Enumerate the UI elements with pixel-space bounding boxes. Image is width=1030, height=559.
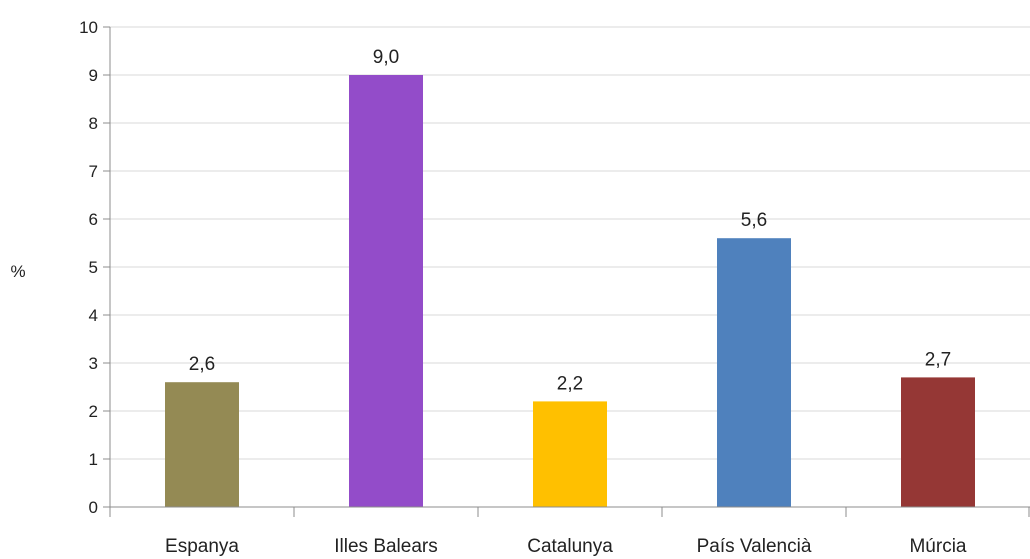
data-label: 2,6 xyxy=(189,354,215,375)
y-axis-title: % xyxy=(10,262,25,281)
data-label: 9,0 xyxy=(373,47,399,68)
y-tick-label: 8 xyxy=(89,114,98,133)
y-tick-labels: 0 1 2 3 4 5 6 7 8 9 10 xyxy=(79,18,98,517)
gridlines xyxy=(110,26,1030,460)
bar xyxy=(349,75,423,507)
bar xyxy=(901,377,975,507)
x-category-label: País Valencià xyxy=(697,536,812,557)
y-tick-label: 3 xyxy=(89,354,98,373)
data-label: 2,2 xyxy=(557,373,583,394)
data-label: 2,7 xyxy=(925,349,951,370)
x-category-label: Múrcia xyxy=(909,536,966,557)
y-tick-label: 2 xyxy=(89,402,98,421)
y-tick-label: 1 xyxy=(89,450,98,469)
y-tick-label: 6 xyxy=(89,210,98,229)
y-tick-label: 4 xyxy=(89,306,98,325)
axes xyxy=(103,26,1030,517)
x-category-label: Espanya xyxy=(165,536,239,557)
x-category-label: Catalunya xyxy=(527,536,613,557)
data-labels: 2,6 9,0 2,2 5,6 2,7 xyxy=(189,47,951,394)
y-tick-label: 9 xyxy=(89,66,98,85)
bars xyxy=(165,75,975,507)
bar xyxy=(165,382,239,507)
bar xyxy=(533,401,607,507)
x-category-labels: Espanya Illes Balears Catalunya País Valenc… xyxy=(165,536,967,557)
y-tick-label: 7 xyxy=(89,162,98,181)
data-label: 5,6 xyxy=(741,210,767,231)
bar xyxy=(717,238,791,507)
y-tick-label: 0 xyxy=(89,498,98,517)
x-category-label: Illes Balears xyxy=(334,536,438,557)
y-tick-label: 5 xyxy=(89,258,98,277)
y-tick-label: 10 xyxy=(79,18,98,37)
